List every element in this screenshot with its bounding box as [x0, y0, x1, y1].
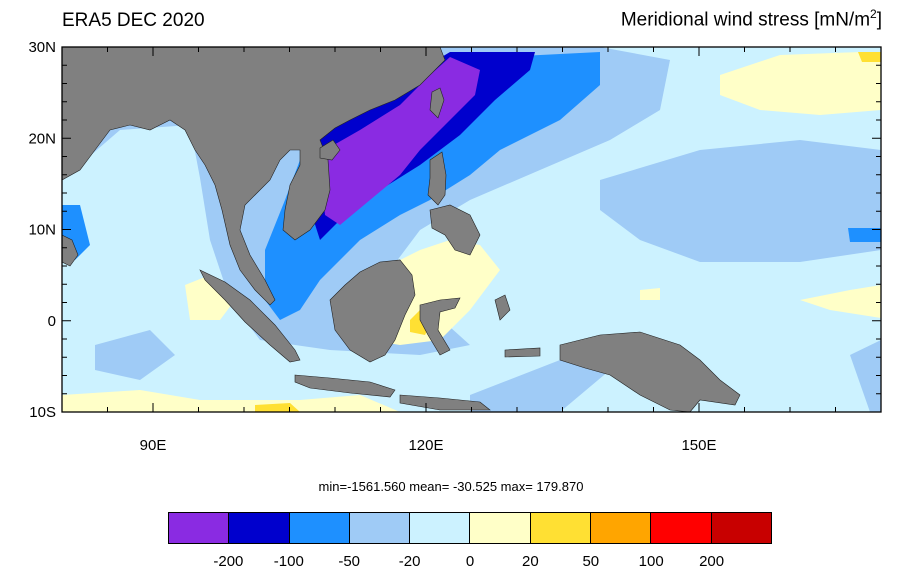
colorbar-label: 100: [638, 553, 664, 570]
field-contour-pos20-south: [255, 403, 300, 412]
land-philippines-south: [429, 204, 481, 256]
field-contour-neg20-west: [95, 330, 175, 380]
colorbar: [168, 512, 772, 544]
colorbar-box: [289, 513, 350, 543]
statistics-line: min=-1561.560 mean= -30.525 max= 179.870: [318, 479, 584, 494]
land-lesser-sunda: [399, 394, 491, 411]
field-contour-neg50-east: [848, 228, 881, 242]
field-contour-pos0-east: [720, 52, 881, 115]
land-halmahera: [494, 294, 511, 321]
colorbar-box: [711, 513, 771, 543]
land-luzon: [427, 151, 447, 206]
lat-label: 20N: [28, 130, 56, 147]
latitude-labels: 30N 20N 10N 0 10S: [28, 39, 56, 421]
field-contour-pos0-south: [62, 390, 400, 412]
field-contour-neg20-south: [470, 360, 610, 412]
colorbar-box: [651, 513, 712, 543]
colorbar-label: -100: [273, 553, 304, 570]
land-layer: [62, 47, 741, 412]
land-sri-lanka: [62, 234, 79, 267]
land-hainan: [319, 139, 341, 161]
longitude-labels: 90E 120E 150E: [140, 437, 717, 454]
land-new-guinea: [559, 331, 741, 412]
land-taiwan: [429, 87, 445, 119]
land-sumatra: [199, 269, 301, 363]
colorbar-box: [470, 513, 531, 543]
land-sulawesi: [419, 297, 461, 356]
axis-ticks: [61, 46, 882, 413]
lat-label: 30N: [28, 39, 56, 56]
variable-title: Meridional wind stress [mN/m2]: [621, 7, 882, 31]
lat-label: 10S: [29, 404, 56, 421]
field-contour-neg20-pacific: [600, 140, 881, 262]
colorbar-label: -20: [398, 553, 421, 570]
colorbar-label: 0: [465, 553, 475, 570]
field-contour-pos0-sumatra: [185, 275, 235, 320]
land-asia: [62, 47, 446, 306]
field-contour-pos0-pacific: [800, 285, 881, 318]
colorbar-box: [169, 513, 230, 543]
field-contour-pos20-ne: [858, 52, 881, 62]
lat-label: 10N: [28, 222, 56, 239]
colorbar-label: 20: [522, 553, 539, 570]
colorbar-label: -200: [213, 553, 244, 570]
colorbar-box: [591, 513, 652, 543]
field-contour-neg20-east: [850, 340, 881, 412]
colorbar-label: 200: [699, 553, 725, 570]
colorbar-box: [410, 513, 471, 543]
colorbar-box: [530, 513, 592, 543]
land-seram: [504, 347, 541, 358]
map-title: ERA5 DEC 2020: [62, 10, 205, 31]
variable-title-text: Meridional wind stress [mN/m: [620, 9, 871, 31]
field-contour-pos0-pacific2: [640, 288, 660, 300]
lon-label: 90E: [140, 437, 167, 454]
lon-label: 150E: [681, 437, 716, 454]
colorbar-box: [349, 513, 411, 543]
colorbar-label: 50: [582, 553, 600, 570]
colorbar-label: -50: [338, 553, 361, 570]
lon-label: 120E: [408, 437, 443, 454]
colorbar-box: [229, 513, 290, 543]
land-java: [294, 374, 396, 398]
field-layer: [62, 47, 881, 412]
variable-title-exponent: 2: [870, 7, 877, 21]
variable-title-close: ]: [876, 9, 882, 31]
wind-stress-map: 30N 20N 10N 0 10S 90E 120E 150E: [28, 39, 882, 454]
lat-label: 0: [48, 313, 56, 330]
land-borneo: [329, 259, 416, 363]
